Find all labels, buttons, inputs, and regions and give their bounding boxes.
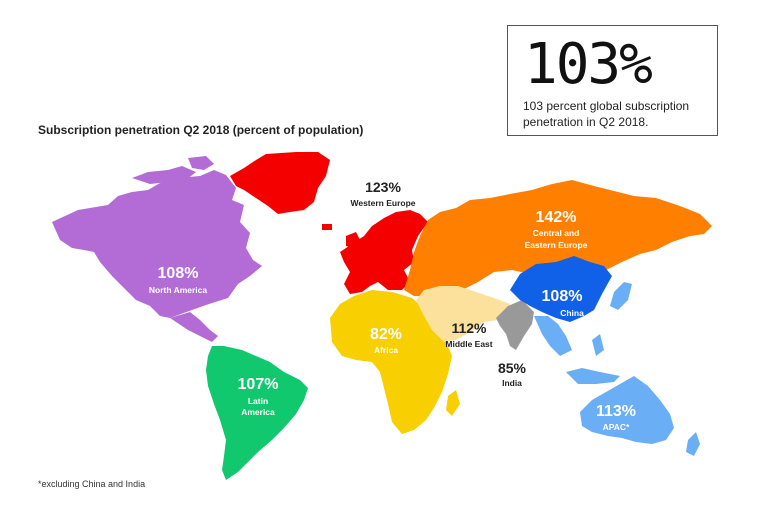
madagascar-shape bbox=[446, 390, 460, 416]
india-shape bbox=[496, 300, 534, 350]
latin-america-value: 107% bbox=[238, 376, 279, 393]
label-apac: 113% APAC* bbox=[596, 403, 636, 432]
headline-stat-box: 103% 103 percent global subscription pen… bbox=[507, 25, 718, 136]
central-america-shape bbox=[170, 312, 218, 342]
apac-name: APAC* bbox=[603, 422, 630, 432]
greenland-shape bbox=[230, 152, 330, 214]
new-zealand-shape bbox=[686, 432, 700, 456]
india-value: 85% bbox=[498, 360, 527, 376]
north-america-shape bbox=[52, 170, 262, 318]
middle-east-shape bbox=[416, 286, 510, 342]
china-shape bbox=[510, 256, 612, 322]
label-western-europe: 123% Western Europe bbox=[350, 179, 415, 208]
region-apac bbox=[534, 282, 700, 456]
label-central-eastern-europe: 142% Central and Eastern Europe bbox=[525, 209, 588, 250]
iceland-shape bbox=[322, 224, 332, 230]
china-name: China bbox=[560, 308, 584, 318]
central-eastern-europe-name-line1: Central and bbox=[533, 228, 580, 238]
north-america-value: 108% bbox=[158, 265, 199, 282]
apac-value: 113% bbox=[596, 403, 636, 420]
north-america-arctic-island-2 bbox=[188, 156, 214, 170]
label-middle-east: 112% Middle East bbox=[445, 320, 492, 349]
western-europe-name: Western Europe bbox=[350, 198, 415, 208]
map-title: Subscription penetration Q2 2018 (percen… bbox=[38, 123, 364, 137]
western-europe-shape bbox=[340, 210, 428, 294]
australia-shape bbox=[580, 376, 674, 444]
label-latin-america: 107% Latin America bbox=[238, 376, 279, 417]
uk-shape bbox=[346, 232, 360, 248]
latin-america-shape bbox=[206, 346, 308, 480]
middle-east-name: Middle East bbox=[445, 339, 492, 349]
label-india: 85% India bbox=[498, 360, 527, 388]
label-china: 108% China bbox=[542, 288, 585, 318]
label-africa: 82% Africa bbox=[370, 326, 402, 355]
indonesia-shape bbox=[566, 368, 620, 384]
middle-east-value: 112% bbox=[451, 320, 487, 336]
india-name: India bbox=[502, 378, 522, 388]
japan-shape bbox=[610, 282, 632, 310]
footnote: *excluding China and India bbox=[38, 479, 146, 489]
latin-america-name-line1: Latin bbox=[248, 396, 268, 406]
southeast-asia-shape bbox=[534, 316, 572, 356]
headline-value: 103% bbox=[524, 32, 653, 97]
north-america-name: North America bbox=[149, 285, 208, 295]
western-europe-value: 123% bbox=[365, 179, 401, 195]
north-america-arctic-island bbox=[132, 166, 196, 184]
central-eastern-europe-name-line2: Eastern Europe bbox=[525, 240, 588, 250]
headline-caption: 103 percent global subscription penetrat… bbox=[523, 99, 690, 129]
region-north-america bbox=[52, 156, 262, 342]
latin-america-name-line2: America bbox=[241, 407, 275, 417]
africa-shape bbox=[330, 290, 452, 434]
philippines-shape bbox=[592, 334, 604, 356]
china-value: 108% bbox=[542, 288, 583, 305]
central-eastern-europe-value: 142% bbox=[536, 209, 577, 226]
africa-name: Africa bbox=[374, 345, 398, 355]
label-north-america: 108% North America bbox=[149, 265, 208, 295]
central-eastern-europe-shape bbox=[404, 180, 712, 296]
africa-value: 82% bbox=[370, 326, 402, 343]
